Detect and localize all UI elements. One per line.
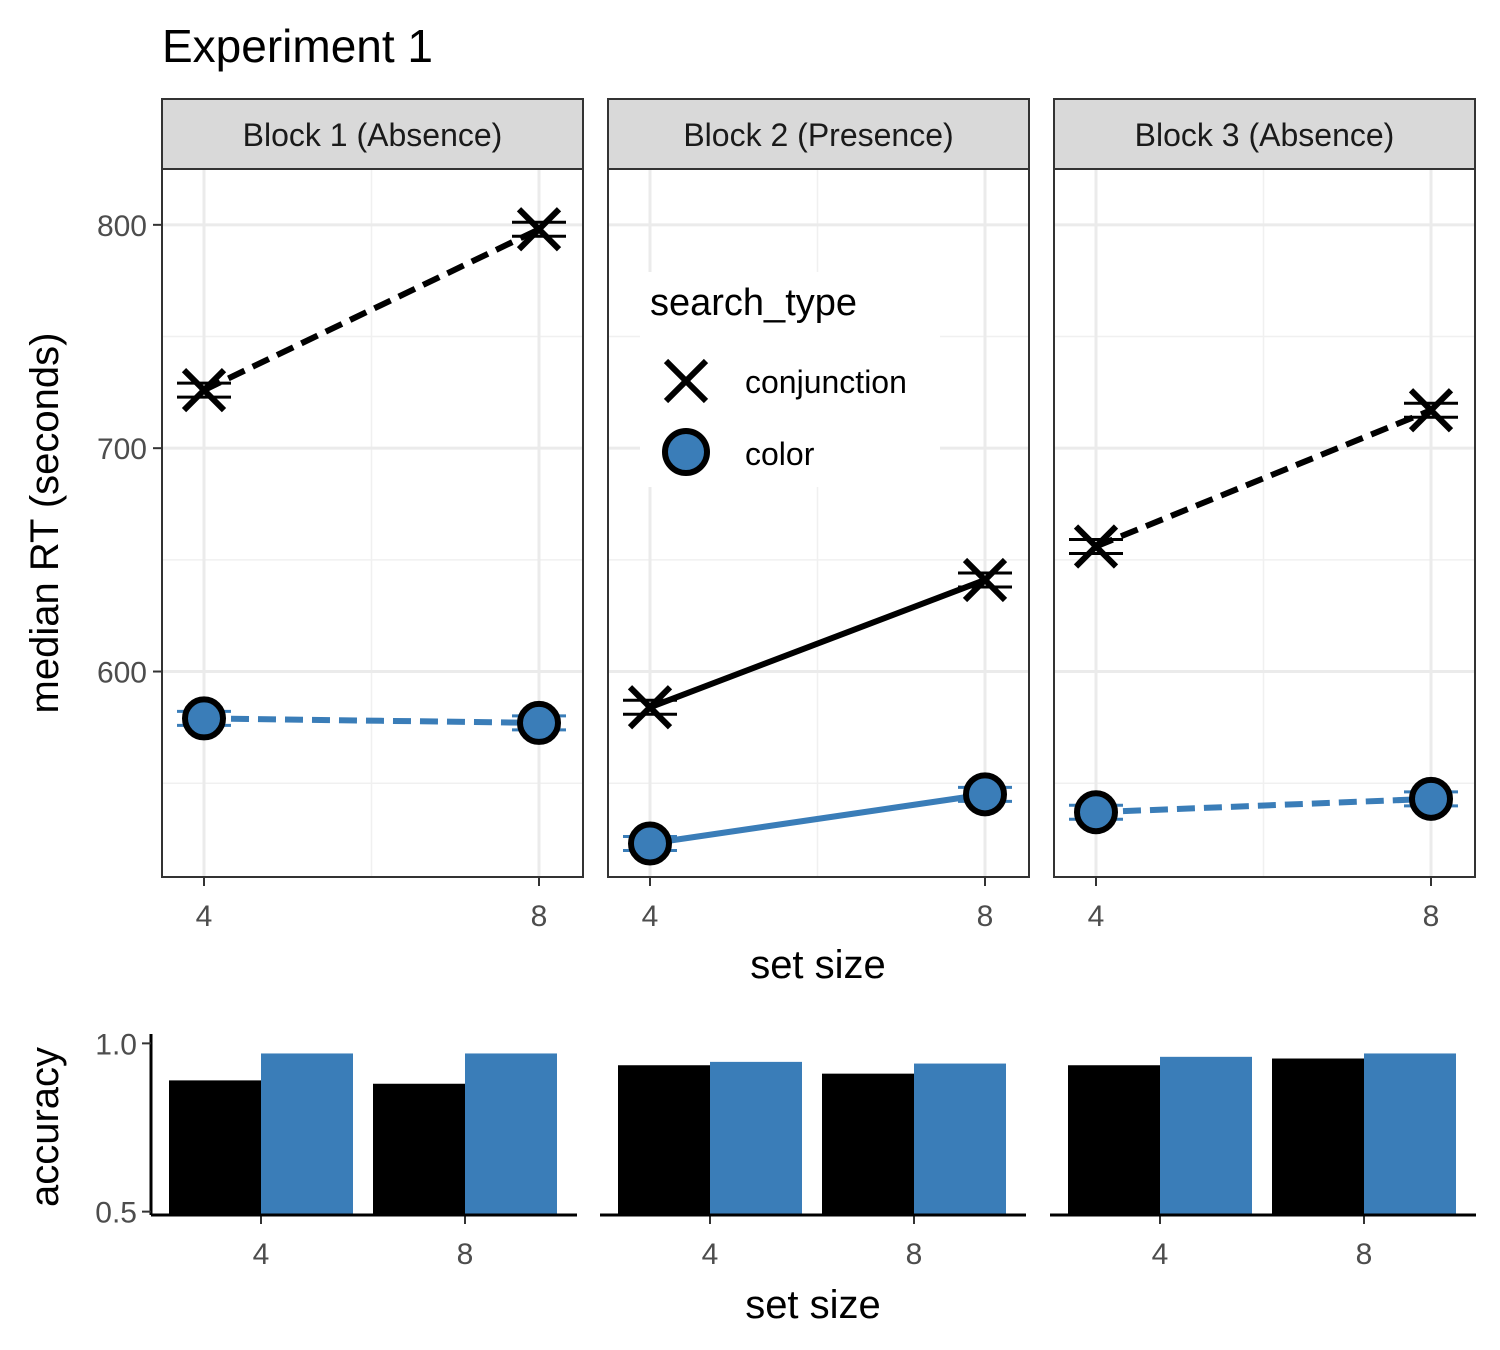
x-tick-label: 4: [253, 1238, 270, 1271]
legend-label-conjunction: conjunction: [745, 364, 907, 400]
panel-border: [161, 168, 584, 878]
x-tick-label: 4: [1152, 1238, 1169, 1271]
x-marker-stroke: [516, 207, 562, 252]
series-line: [649, 791, 986, 847]
x-tick-label: 8: [457, 1238, 474, 1271]
bar-conjunction: [169, 1080, 261, 1215]
x-marker: [1073, 524, 1119, 569]
x-axis-title: set size: [750, 943, 886, 987]
series-color-facet-1: [177, 696, 566, 745]
bar-color: [1364, 1053, 1456, 1215]
x-tick-label: 8: [1356, 1238, 1373, 1271]
data-point: [1409, 776, 1453, 821]
bar-conjunction: [822, 1073, 914, 1215]
x-marker-stroke: [1408, 388, 1454, 433]
series-conjunction-facet-1: [177, 207, 566, 413]
data-point: [517, 700, 561, 745]
x-marker-stroke: [962, 557, 1008, 603]
bar-color: [261, 1053, 353, 1215]
facet-panel-1: Block 1 (Absence) 4 8: [161, 98, 584, 933]
x-marker: [627, 685, 673, 730]
x-marker-stroke: [627, 685, 673, 730]
bar-color: [465, 1053, 557, 1215]
y-tick-label: 600: [97, 657, 147, 690]
y-axis-title: median RT (seconds): [23, 333, 67, 714]
legend-title: search_type: [650, 282, 857, 324]
bar-conjunction: [1272, 1058, 1364, 1215]
facet-panel-2: Block 2 (Presence) 4 8: [607, 98, 1030, 933]
x-marker-stroke: [1073, 524, 1119, 569]
x-tick-label: 4: [642, 900, 659, 933]
x-tick-label: 4: [1088, 900, 1105, 933]
series-line: [203, 715, 540, 726]
data-point: [182, 696, 226, 741]
series-color-facet-3: [1069, 776, 1458, 835]
x-tick-label: 4: [702, 1238, 719, 1271]
x-tick-label: 8: [1423, 900, 1440, 933]
series-conjunction-facet-2: [623, 557, 1012, 730]
facet-strip-label: Block 2 (Presence): [683, 117, 953, 153]
series-line: [648, 577, 987, 711]
series-line: [202, 226, 541, 393]
x-marker-stroke: [663, 358, 709, 404]
facet-panel-3: Block 3 (Absence) 4 8: [1053, 98, 1476, 933]
series-conjunction-facet-3: [1069, 388, 1458, 569]
x-axis-title: set size: [745, 1283, 881, 1327]
y-tick-label: 800: [97, 210, 147, 243]
facet-strip-label: Block 1 (Absence): [243, 117, 503, 153]
bar-color: [1160, 1056, 1252, 1215]
y-axis-title: accuracy: [23, 1047, 67, 1207]
chart-title: Experiment 1: [162, 20, 433, 72]
plot-background: [1054, 169, 1475, 877]
panel-border: [607, 168, 1030, 878]
y-tick-label: 700: [97, 433, 147, 466]
y-tick-label: 1.0: [95, 1028, 137, 1061]
legend-marker-color: [662, 428, 710, 476]
bar-conjunction: [1068, 1065, 1160, 1215]
x-marker: [1408, 388, 1454, 433]
facet-strip-label: Block 3 (Absence): [1135, 117, 1395, 153]
x-marker: [962, 557, 1008, 603]
series-color-facet-2: [623, 772, 1012, 866]
x-marker-stroke: [181, 367, 227, 413]
series-line: [1094, 407, 1433, 550]
bar-color: [914, 1063, 1006, 1215]
x-tick-label: 8: [531, 900, 548, 933]
facet-strip: [161, 98, 584, 170]
x-tick-label: 8: [906, 1238, 923, 1271]
x-marker: [516, 207, 562, 252]
facet-strip: [1053, 98, 1476, 170]
facet-strip: [607, 98, 1030, 170]
x-tick-label: 8: [977, 900, 994, 933]
series-line: [1095, 795, 1432, 816]
x-tick-label: 4: [196, 900, 213, 933]
bar-conjunction: [618, 1065, 710, 1215]
plot-background: [162, 169, 583, 877]
panel-border: [1053, 168, 1476, 878]
data-point: [1074, 790, 1118, 835]
bar-color: [710, 1061, 802, 1215]
legend: search_type conjunction color: [640, 272, 940, 487]
legend-label-color: color: [745, 436, 815, 472]
y-tick-label: 0.5: [95, 1197, 137, 1230]
data-point: [963, 772, 1007, 817]
x-marker: [181, 367, 227, 413]
x-marker: [663, 358, 709, 404]
data-point: [628, 821, 672, 866]
bar-conjunction: [373, 1083, 465, 1215]
